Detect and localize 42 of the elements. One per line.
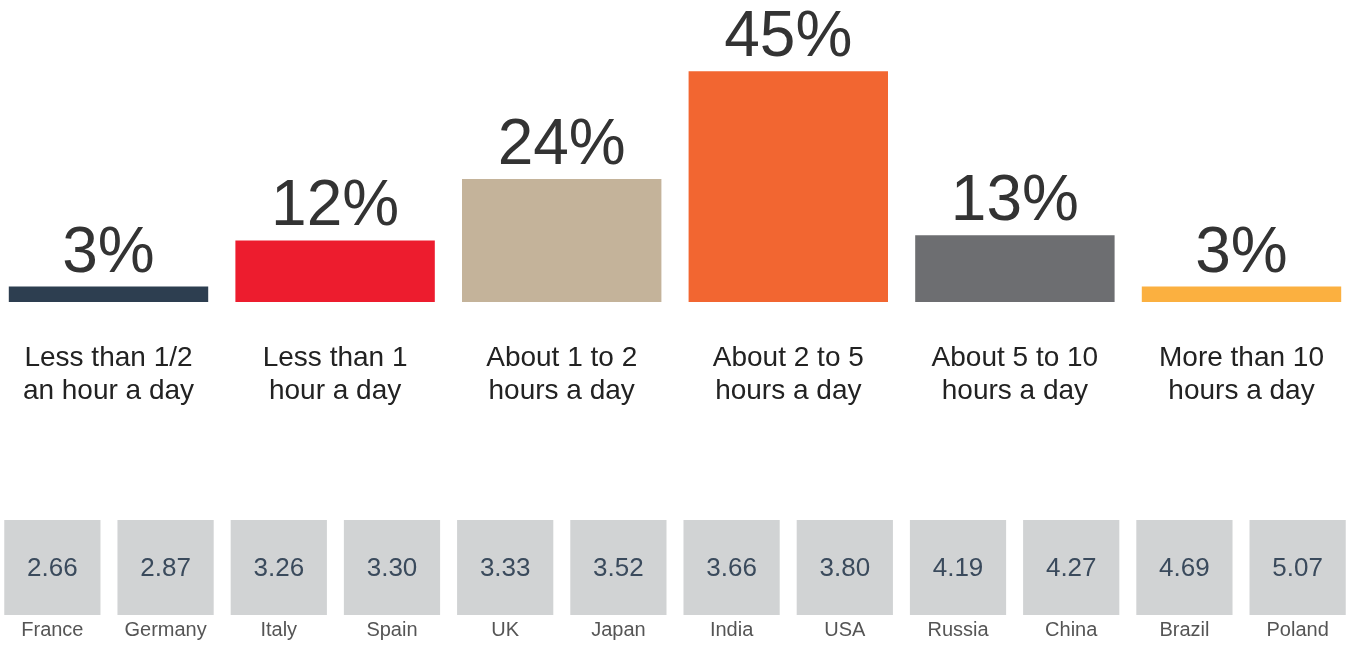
data-label: 3.80 (819, 551, 871, 582)
data-label: 4.27 (1045, 551, 1097, 582)
category-label: India (709, 618, 755, 640)
data-label: 3.66 (706, 551, 757, 582)
bar (915, 235, 1115, 302)
data-label: 13% (950, 162, 1079, 235)
data-label: 45% (724, 0, 853, 71)
category-label: Germany (124, 618, 207, 640)
data-label: 3.52 (593, 551, 644, 582)
x-tick-label: More than 10 hours a day (1159, 341, 1324, 405)
category-label: Russia (927, 618, 990, 640)
bar (235, 240, 435, 302)
data-label: 3.33 (479, 551, 531, 582)
bar (462, 178, 662, 302)
category-label: China (1045, 618, 1099, 640)
x-tick-label: About 1 to 2 hours a day (486, 341, 638, 405)
category-label: Spain (366, 618, 418, 640)
data-label: 3.26 (253, 551, 305, 582)
data-label: 3.30 (366, 551, 418, 582)
category-label: France (21, 618, 84, 640)
bar (688, 71, 888, 302)
category-label: Brazil (1159, 618, 1210, 640)
x-tick-label: About 5 to 10 hours a day (931, 341, 1099, 405)
x-tick-label: Less than 1/2 an hour a day (22, 341, 195, 405)
data-label: 4.69 (1159, 551, 1210, 582)
data-label: 2.66 (27, 551, 78, 582)
bar (1141, 286, 1342, 302)
data-label: 24% (497, 105, 626, 178)
data-label: 2.87 (140, 551, 191, 582)
data-label: 4.19 (932, 551, 984, 582)
data-label: 5.07 (1272, 551, 1323, 582)
data-label: 12% (271, 167, 400, 240)
data-label: 3% (1195, 213, 1288, 286)
category-label: Italy (260, 618, 298, 640)
x-tick-label: About 2 to 5 hours a day (712, 341, 864, 405)
x-tick-label: Less than 1 hour a day (262, 341, 408, 405)
data-label: 3% (62, 213, 155, 286)
category-label: Japan (591, 618, 646, 640)
category-label: USA (824, 618, 867, 640)
category-label: UK (491, 618, 520, 640)
category-label: Poland (1266, 618, 1329, 640)
bar (8, 286, 209, 302)
